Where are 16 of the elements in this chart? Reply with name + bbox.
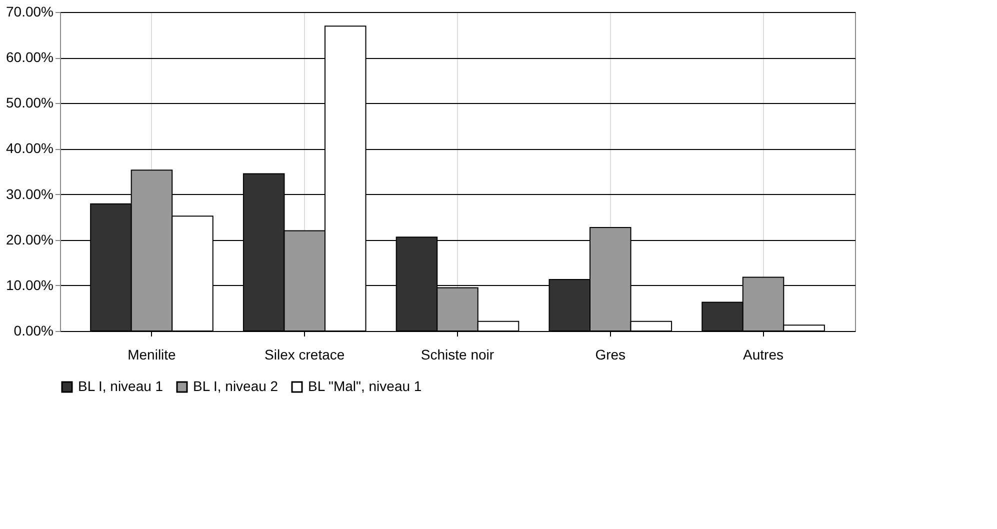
y-tick-label: 60.00% [6, 49, 54, 66]
x-tick-label: Silex cretace [264, 346, 345, 362]
x-tick-label: Gres [595, 346, 626, 362]
x-tick-label: Schiste noir [420, 346, 494, 362]
y-tick-label: 20.00% [6, 231, 54, 248]
y-tick-label: 0.00% [14, 322, 54, 338]
legend-label: BL "Mal", niveau 1 [308, 378, 422, 394]
legend-label: BL I, niveau 1 [78, 378, 164, 394]
y-tick-label: 40.00% [6, 140, 54, 156]
legend-label: BL I, niveau 2 [193, 378, 278, 394]
y-tick-label: 70.00% [6, 4, 54, 20]
y-tick-label: 50.00% [6, 94, 54, 111]
x-tick-label: Menilite [128, 346, 176, 362]
y-tick-label: 30.00% [6, 186, 54, 202]
y-tick-label: 10.00% [6, 276, 54, 293]
x-tick-label: Autres [743, 346, 784, 362]
